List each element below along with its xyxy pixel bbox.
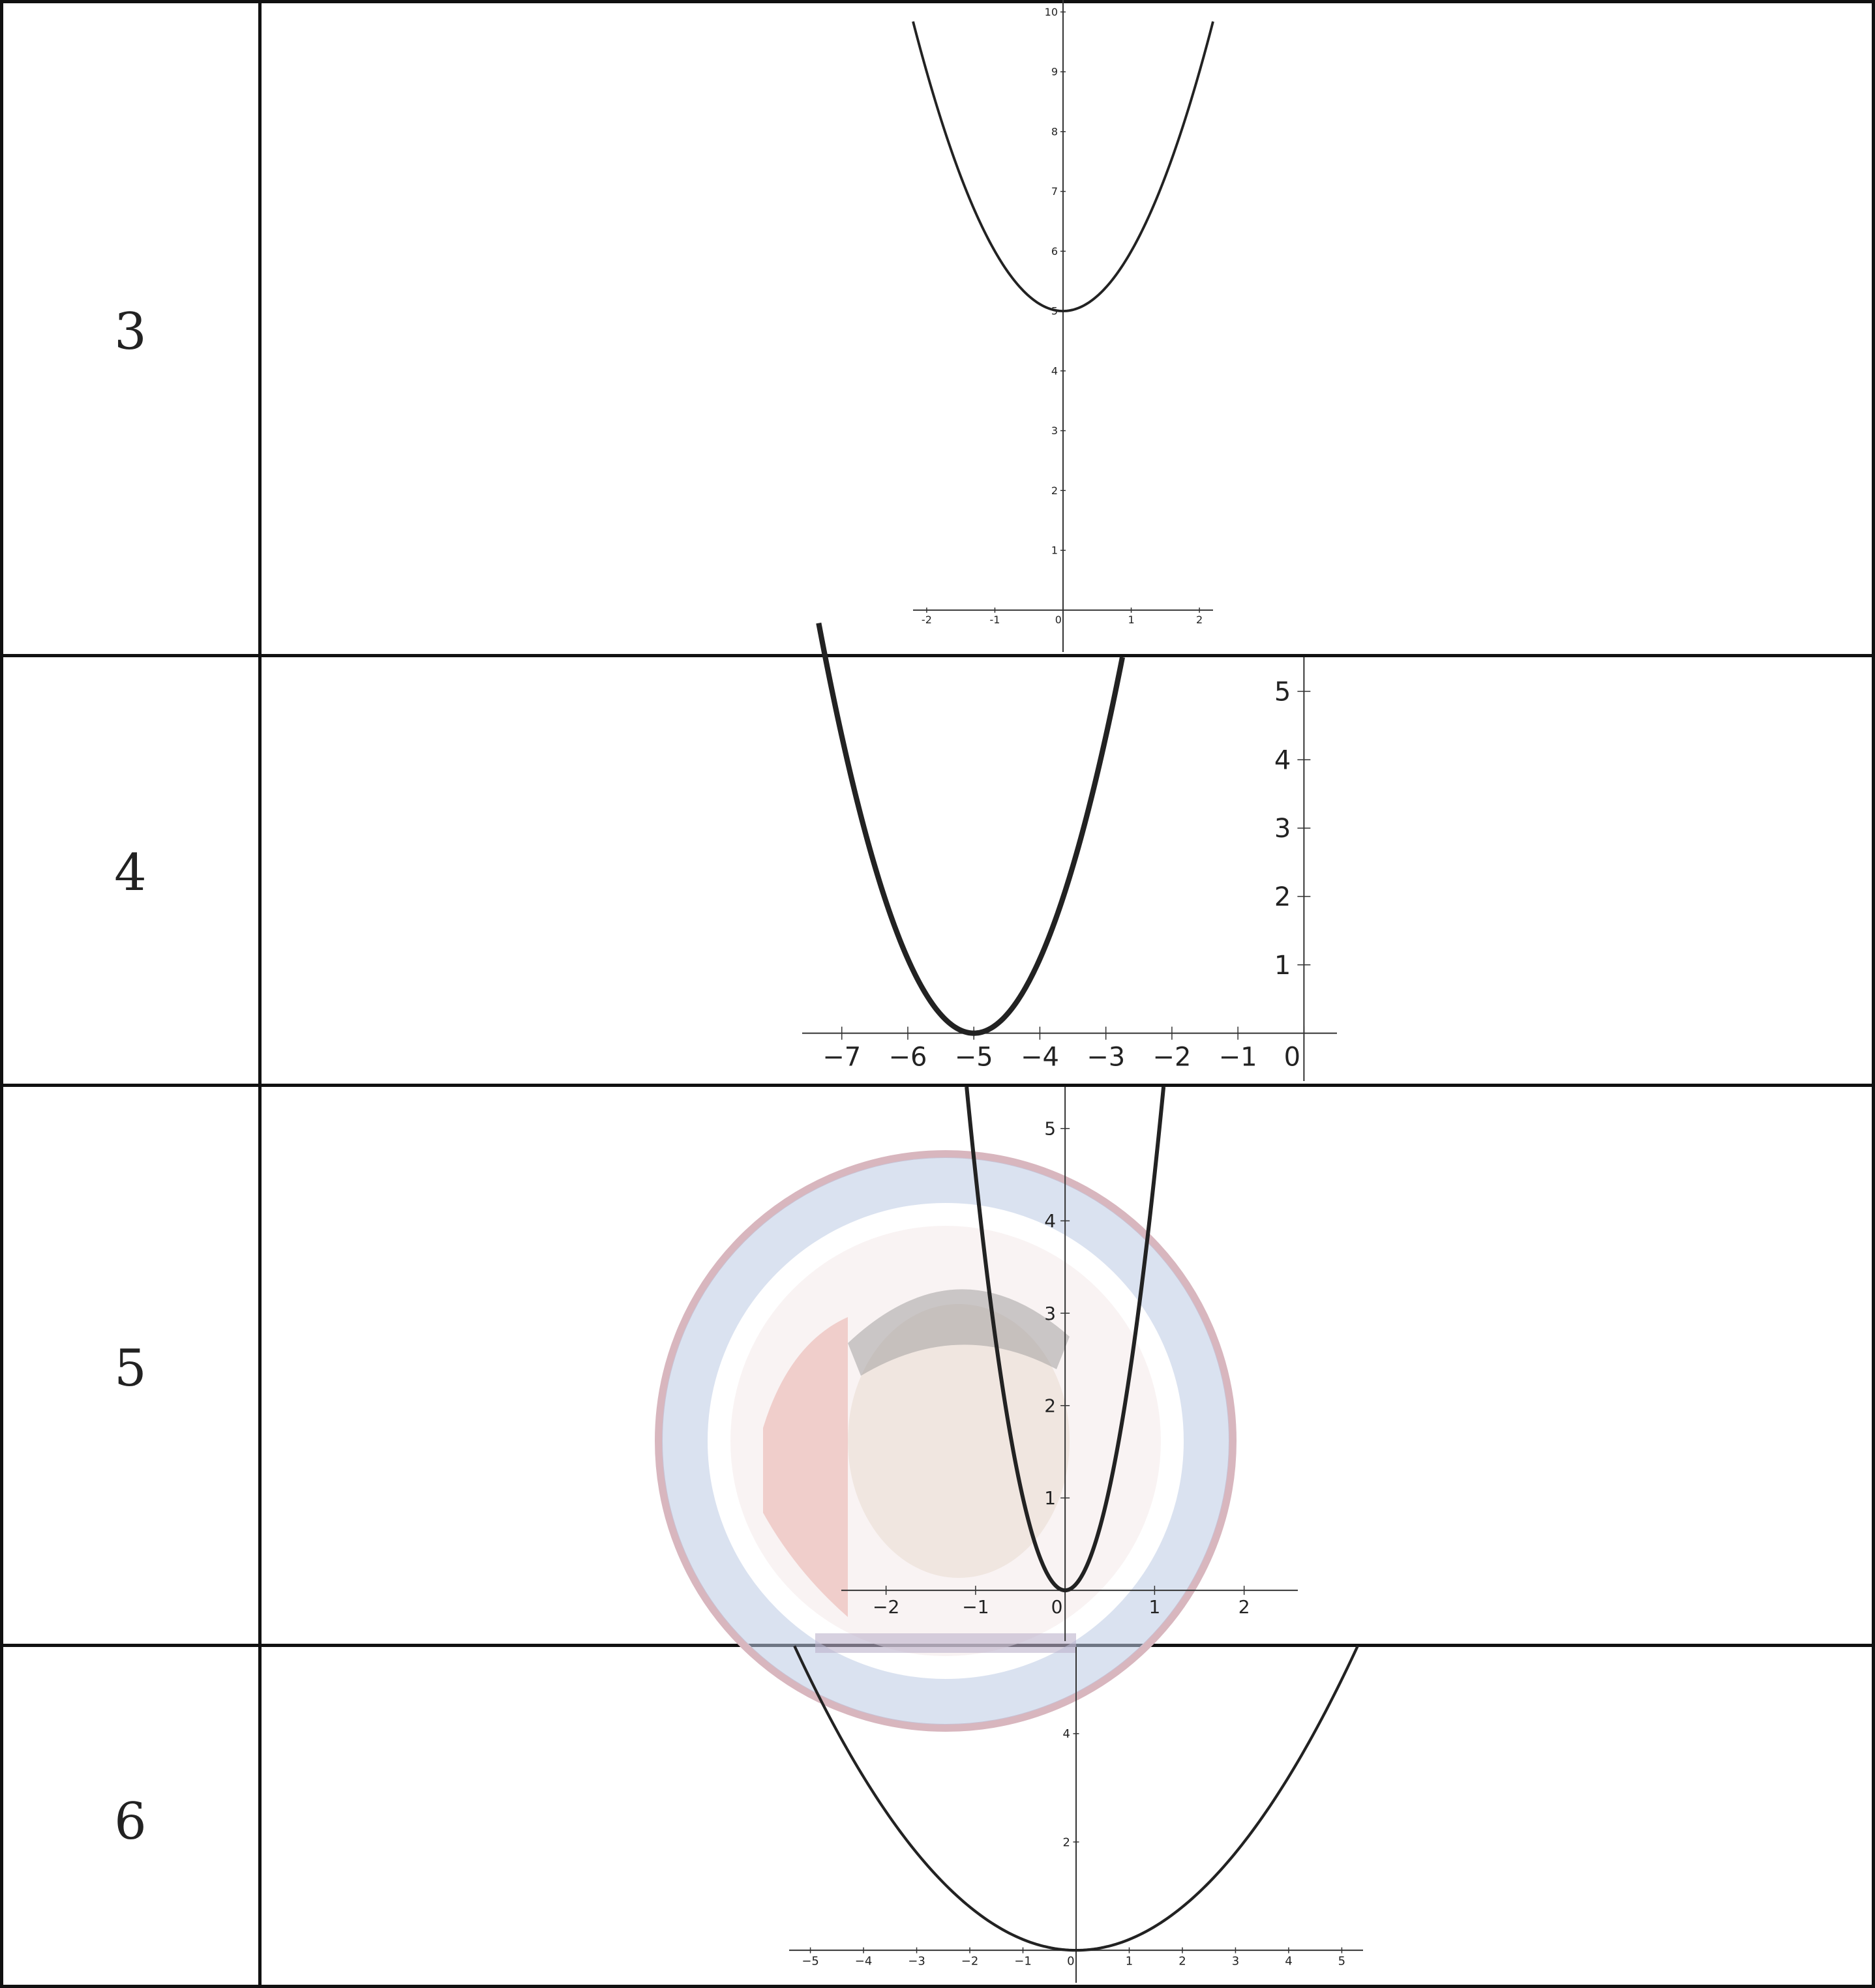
x-tick-label: −1 xyxy=(1014,1955,1032,1968)
y-tick-label: 2 xyxy=(1044,1395,1056,1417)
x-tick-label: −4 xyxy=(855,1955,873,1968)
row-divider xyxy=(0,1084,1875,1087)
x-tick-label: 3 xyxy=(1232,1955,1239,1968)
x-tick-label: −2 xyxy=(873,1596,899,1618)
y-tick-label: 10 xyxy=(1045,6,1058,18)
y-tick-label: 1 xyxy=(1274,951,1291,981)
x-tick-label: −1 xyxy=(1219,1043,1257,1073)
x-tick-label: 2 xyxy=(1196,614,1203,626)
x-tick-label: −6 xyxy=(888,1043,927,1073)
watermark-seal-icon xyxy=(655,1150,1237,1732)
x-tick-label: −4 xyxy=(1021,1043,1059,1073)
y-tick-label: 8 xyxy=(1051,125,1058,138)
y-tick-label: 1 xyxy=(1051,544,1058,557)
x-tick-label: 0 xyxy=(1284,1043,1300,1073)
x-tick-label: 1 xyxy=(1126,1955,1133,1968)
y-tick-label: 2 xyxy=(1274,882,1291,912)
x-tick-label: 4 xyxy=(1285,1955,1292,1968)
series-line xyxy=(912,21,1214,313)
x-tick-label: 1 xyxy=(1148,1596,1160,1618)
x-tick-label: −5 xyxy=(955,1043,993,1073)
table-border-bottom xyxy=(0,1985,1875,1988)
y-tick-label: 3 xyxy=(1274,814,1291,844)
series-line xyxy=(965,1086,1166,1593)
x-tick-label: 0 xyxy=(1051,1596,1063,1618)
y-tick-label: 1 xyxy=(1044,1487,1056,1509)
y-tick-label: 3 xyxy=(1044,1303,1056,1324)
y-tick-label: 4 xyxy=(1044,1210,1056,1232)
x-tick-label: −2 xyxy=(1152,1043,1191,1073)
y-tick-label: 4 xyxy=(1063,1727,1070,1741)
parabola-chart: −2 −1 0 1 2 1 2 3 4 5 xyxy=(841,1086,1298,1641)
x-tick-label: 1 xyxy=(1128,614,1134,626)
y-tick-label: 4 xyxy=(1274,745,1291,775)
table-border-right xyxy=(1872,0,1875,1988)
x-tick-label: −1 xyxy=(962,1596,989,1618)
x-tick-label: 2 xyxy=(1178,1955,1186,1968)
table-border-left xyxy=(0,0,3,1988)
row-number: 3 xyxy=(114,303,147,361)
row-number: 4 xyxy=(114,844,147,902)
y-tick-label: 2 xyxy=(1063,1835,1070,1849)
parabola-chart: −7 −6 −5 −4 −3 −2 −1 0 1 2 3 4 5 xyxy=(802,622,1337,1081)
parabola-chart: −5 −4 −3 −2 −1 0 1 2 3 4 5 2 4 xyxy=(789,1645,1363,1983)
x-tick-label: −3 xyxy=(908,1955,925,1968)
x-tick-label: 2 xyxy=(1238,1596,1250,1618)
x-tick-label: −7 xyxy=(822,1043,861,1073)
x-tick-label: 0 xyxy=(1055,614,1062,626)
series-line xyxy=(793,1645,1359,1952)
x-tick-label: −3 xyxy=(1087,1043,1125,1073)
x-tick-label: −2 xyxy=(961,1955,979,1968)
row-number: 5 xyxy=(114,1339,147,1398)
y-tick-label: 4 xyxy=(1051,364,1058,377)
x-tick-label: -1 xyxy=(989,614,1000,626)
row-number: 6 xyxy=(114,1792,147,1851)
x-tick-label: 5 xyxy=(1338,1955,1345,1968)
x-tick-label: −5 xyxy=(802,1955,819,1968)
row-divider xyxy=(0,654,1875,657)
y-tick-label: 5 xyxy=(1274,677,1291,707)
x-tick-label: -2 xyxy=(922,614,932,626)
y-tick-label: 6 xyxy=(1051,245,1058,258)
column-divider xyxy=(258,0,262,1988)
y-tick-label: 9 xyxy=(1051,66,1058,78)
y-tick-label: 7 xyxy=(1051,185,1058,198)
y-tick-label: 5 xyxy=(1044,1118,1056,1140)
series-line xyxy=(816,622,1126,1036)
x-tick-label: 0 xyxy=(1067,1955,1074,1968)
y-tick-label: 2 xyxy=(1051,484,1058,497)
y-tick-label: 3 xyxy=(1051,424,1058,437)
table-border-top xyxy=(0,0,1875,3)
